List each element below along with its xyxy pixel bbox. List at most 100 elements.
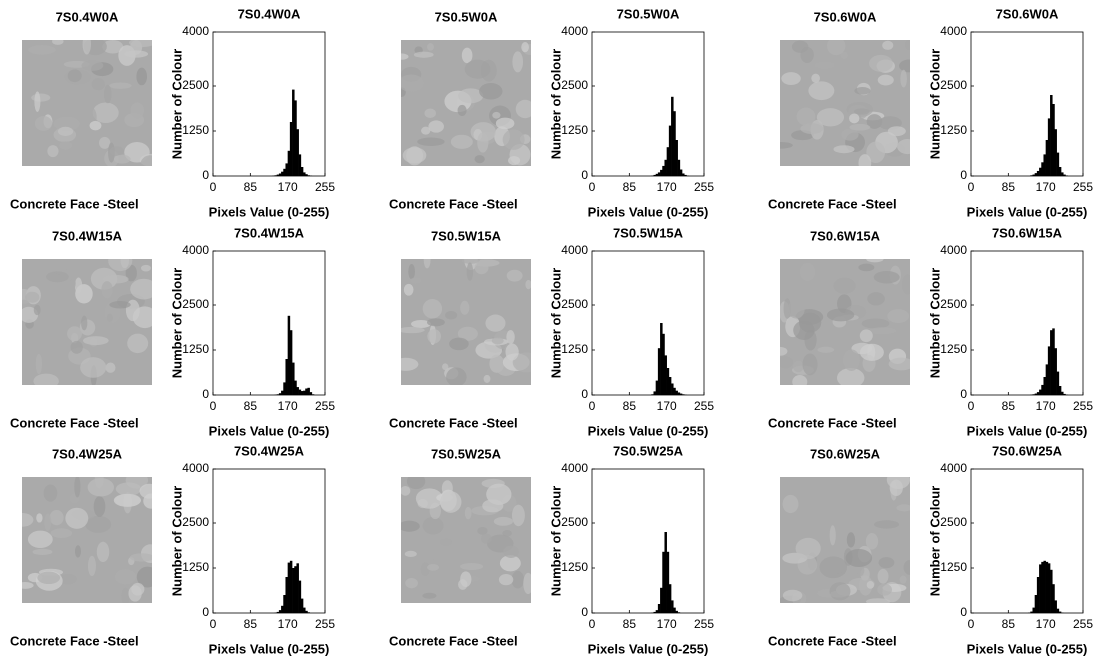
aggregate <box>401 520 420 532</box>
aggregate <box>103 84 112 104</box>
aggregate <box>424 108 436 119</box>
concrete-image <box>401 40 531 166</box>
y-tick-label: 4000 <box>182 243 209 257</box>
bar <box>1034 173 1038 176</box>
bar <box>283 595 286 613</box>
aggregate <box>833 277 856 294</box>
aggregate <box>887 309 910 324</box>
aggregate <box>856 564 865 577</box>
bar <box>1030 611 1033 613</box>
bar <box>1054 600 1057 613</box>
bar <box>1063 174 1066 176</box>
texture <box>28 40 152 166</box>
y-axis-label: Number of Colour <box>927 268 942 379</box>
x-tick-label: 255 <box>694 399 714 413</box>
x-tick-label: 255 <box>1073 399 1093 413</box>
y-axis-label: Number of Colour <box>548 268 563 379</box>
bar <box>296 563 299 613</box>
image-title: 7S0.5W0A <box>435 9 498 24</box>
aggregate <box>866 259 884 263</box>
bar <box>668 125 672 176</box>
bar <box>1043 154 1046 176</box>
bar <box>1052 328 1055 395</box>
bar <box>655 173 659 176</box>
aggregate <box>485 145 495 157</box>
aggregate <box>796 107 816 126</box>
bar <box>300 598 304 613</box>
aggregate <box>130 102 145 119</box>
aggregate <box>81 315 88 331</box>
image-title: 7S0.6W25A <box>810 446 881 461</box>
aggregate <box>503 545 519 558</box>
bar <box>292 89 295 176</box>
aggregate <box>798 312 822 333</box>
aggregate <box>105 362 116 373</box>
aggregate <box>791 573 814 595</box>
aggregate <box>460 571 472 588</box>
aggregate <box>826 308 855 322</box>
bar <box>294 566 297 613</box>
aggregate <box>464 506 472 520</box>
image-caption: Concrete Face -Steel <box>768 633 897 648</box>
aggregate <box>819 556 848 579</box>
aggregate <box>106 313 113 322</box>
aggregate <box>464 59 491 79</box>
aggregate <box>901 274 910 295</box>
aggregate <box>781 72 801 85</box>
aggregate <box>120 259 130 269</box>
x-tick-label: 255 <box>694 180 714 194</box>
aggregate <box>93 496 106 517</box>
y-tick-label: 1250 <box>940 342 967 356</box>
aggregate <box>515 99 531 119</box>
aggregate <box>865 533 879 550</box>
aggregate <box>792 360 804 373</box>
aggregate <box>439 491 462 513</box>
aggregate <box>91 78 105 91</box>
bar <box>677 159 681 176</box>
bar <box>671 383 674 395</box>
bar <box>1039 389 1042 395</box>
image-caption: Concrete Face -Steel <box>10 196 139 211</box>
aggregate <box>22 513 34 527</box>
aggregate <box>136 566 152 588</box>
aggregate <box>36 513 43 523</box>
texture <box>780 259 910 385</box>
x-tick-label: 170 <box>278 617 298 631</box>
aggregate <box>873 270 900 284</box>
x-tick-label: 0 <box>589 399 596 413</box>
aggregate <box>442 363 449 371</box>
bar <box>675 140 678 176</box>
bar <box>1041 384 1044 395</box>
aggregate <box>780 356 794 369</box>
bar <box>296 387 299 395</box>
bar <box>653 174 656 176</box>
aggregate <box>861 318 890 329</box>
aggregate <box>87 478 115 497</box>
x-tick-label: 85 <box>244 399 258 413</box>
aggregate <box>511 570 525 589</box>
aggregate <box>65 507 89 529</box>
aggregate <box>103 274 129 284</box>
bar <box>1043 560 1046 613</box>
chart-title: 7S0.5W15A <box>613 225 684 240</box>
axes-box <box>212 250 326 396</box>
aggregate <box>899 575 907 584</box>
bar <box>662 333 665 395</box>
x-tick-label: 170 <box>278 399 298 413</box>
image-caption: Concrete Face -Steel <box>389 415 518 430</box>
x-tick-label: 255 <box>694 617 714 631</box>
y-tick-label: 0 <box>581 605 588 619</box>
aggregate <box>878 557 895 569</box>
bar <box>657 348 661 395</box>
chart-title: 7S0.5W0A <box>617 6 680 21</box>
bar <box>281 390 284 395</box>
x-tick-label: 85 <box>244 617 258 631</box>
bar <box>1045 140 1049 176</box>
bar <box>666 551 670 613</box>
bar <box>1050 95 1053 176</box>
concrete-image <box>780 259 910 385</box>
axes-box <box>212 31 326 177</box>
aggregate <box>493 516 513 526</box>
aggregate <box>506 330 515 345</box>
